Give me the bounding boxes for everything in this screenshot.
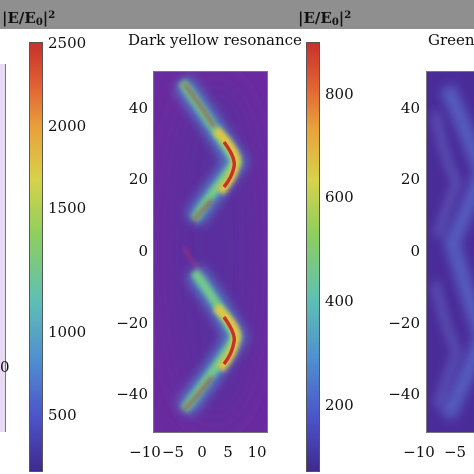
panel-right-ytick-0: 0 <box>410 242 420 260</box>
panel-right-xtick-m10: −10 <box>403 443 435 461</box>
colorbar-left-tick-2500: 2500 <box>48 34 87 52</box>
colorbar-mid <box>306 42 320 472</box>
panel-right-title: Green <box>428 31 474 49</box>
colorbar-mid-tick-600: 600 <box>325 188 354 206</box>
colorbar-title-mid: |E/E0|2 <box>298 9 352 28</box>
colorbar-left <box>29 42 43 472</box>
panel-right-ytick-40: 40 <box>400 99 420 117</box>
panel-right-field-svg <box>427 72 474 432</box>
panel-mid-title: Dark yellow resonance <box>128 31 302 49</box>
panel-mid-ytick-m20: −20 <box>116 314 148 332</box>
panel-right-ytick-m20: −20 <box>388 314 420 332</box>
panel-right-ytick-m40: −40 <box>388 385 420 403</box>
panel-right-field-map <box>426 71 474 433</box>
panel-mid-ytick-40: 40 <box>128 99 148 117</box>
colorbar-left-tick-2000: 2000 <box>48 117 87 135</box>
panel-right-xtick-m5: −5 <box>443 443 467 461</box>
colorbar-mid-tick-800: 800 <box>325 85 354 103</box>
panel-mid-xtick-m10: −10 <box>129 443 161 461</box>
panel-mid-xtick-10: 10 <box>247 443 267 461</box>
panel-mid-field-map <box>153 71 268 433</box>
panel-mid-field-svg <box>154 72 267 432</box>
panel-mid-xtick-5: 5 <box>223 443 233 461</box>
colorbar-left-tick-500: 500 <box>48 406 77 424</box>
panel-mid-ytick-20: 20 <box>128 170 148 188</box>
left-panel-edge <box>0 64 6 432</box>
colorbar-left-tick-1000: 1000 <box>48 323 87 341</box>
panel-right-ytick-20: 20 <box>400 170 420 188</box>
figure-top-band <box>0 0 474 29</box>
panel-mid-ytick-0: 0 <box>138 242 148 260</box>
panel-mid-ytick-m40: −40 <box>116 385 148 403</box>
colorbar-left-tick-1500: 1500 <box>48 199 87 217</box>
panel-mid-xtick-m5: −5 <box>161 443 185 461</box>
colorbar-title-left: |E/E0|2 <box>2 9 56 28</box>
colorbar-mid-tick-400: 400 <box>325 292 354 310</box>
left-panel-xtick: 0 <box>0 358 10 376</box>
panel-mid-xtick-0: 0 <box>197 443 207 461</box>
colorbar-mid-tick-200: 200 <box>325 396 354 414</box>
